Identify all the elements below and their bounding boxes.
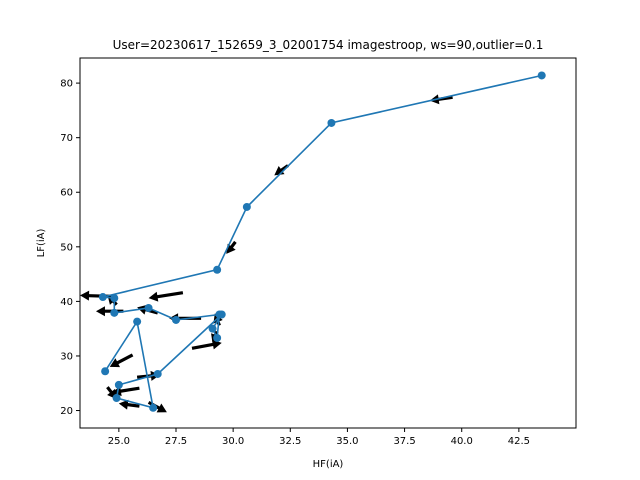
y-tick-label: 80 (60, 79, 73, 90)
x-tick-label: 25.0 (108, 436, 130, 447)
plot-frame (79, 57, 577, 429)
data-point (133, 317, 142, 326)
data-point (101, 367, 110, 376)
x-axis: 25.0 27.5 30.0 32.5 35.0 37.5 40.0 42.5 (108, 428, 530, 447)
x-tick-label: 27.5 (165, 436, 187, 447)
data-point (537, 71, 546, 80)
x-axis-label: HF(iA) (313, 459, 344, 470)
y-tick-label: 70 (60, 133, 73, 144)
x-tick-label: 30.0 (222, 436, 244, 447)
x-tick-label: 35.0 (336, 436, 358, 447)
arrow-shape (274, 164, 289, 176)
y-axis: 20 30 40 50 60 70 80 (60, 79, 80, 417)
direction-arrow (95, 306, 124, 317)
data-point (114, 380, 123, 389)
data-point (327, 118, 336, 127)
arrow-shape (118, 399, 140, 410)
direction-arrow (118, 399, 140, 410)
data-point (110, 294, 119, 303)
direction-arrow (109, 353, 134, 368)
data-point (149, 403, 158, 412)
y-tick-label: 20 (60, 406, 73, 417)
x-tick-label: 40.0 (451, 436, 473, 447)
direction-arrow (226, 240, 237, 254)
data-point (213, 333, 222, 342)
data-point (217, 310, 226, 319)
data-point (242, 202, 251, 211)
arrow-shape (191, 339, 222, 350)
data-point (112, 393, 121, 402)
chart-title: User=20230617_152659_3_02001754 imagestr… (113, 38, 544, 52)
data-point (110, 308, 119, 317)
data-point (144, 303, 153, 312)
y-tick-label: 60 (60, 188, 73, 199)
direction-arrow (191, 339, 222, 350)
data-point (98, 293, 107, 302)
arrow-shape (80, 290, 117, 301)
direction-arrow (148, 291, 184, 302)
data-point (208, 324, 217, 333)
x-tick-label: 32.5 (279, 436, 301, 447)
data-point (213, 265, 222, 274)
data-point (172, 315, 180, 324)
arrow-shape (226, 240, 237, 254)
direction-arrow (80, 290, 117, 301)
y-axis-label: LF(iA) (36, 229, 47, 258)
arrow-shape (95, 306, 124, 317)
x-tick-label: 37.5 (393, 436, 415, 447)
arrow-shape (109, 353, 134, 368)
y-tick-label: 40 (60, 297, 73, 308)
direction-arrow (274, 164, 289, 176)
x-tick-label: 42.5 (508, 436, 530, 447)
points-layer (98, 71, 546, 412)
arrow-shape (148, 291, 184, 302)
y-tick-label: 50 (60, 242, 73, 253)
y-tick-label: 30 (60, 351, 73, 362)
data-point (153, 369, 162, 378)
